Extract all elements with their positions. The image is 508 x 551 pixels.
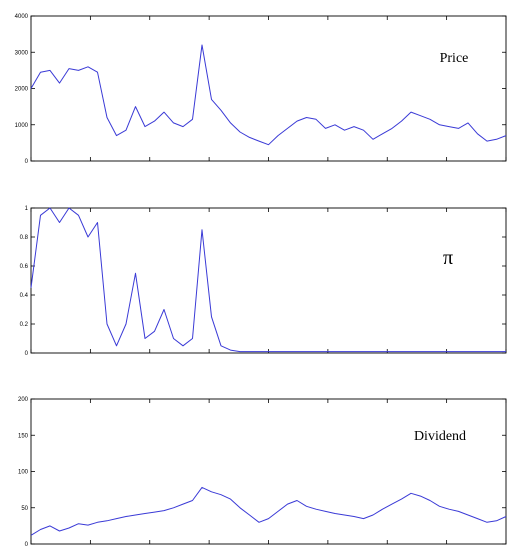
panel-label: π bbox=[443, 247, 453, 269]
y-tick-label: 0.2 bbox=[20, 322, 29, 328]
chart-panel-1: 0 1000 2000 3000 4000 Price bbox=[15, 14, 507, 165]
axes-frame bbox=[30, 207, 507, 354]
y-tick-label: 150 bbox=[18, 433, 29, 439]
y-tick-label: 2000 bbox=[15, 87, 29, 93]
y-tick-label: 0 bbox=[25, 159, 29, 165]
y-tick-label: 1000 bbox=[15, 123, 29, 129]
y-tick-label: 100 bbox=[18, 470, 29, 476]
y-tick-label: 50 bbox=[21, 506, 28, 512]
y-tick-label: 0 bbox=[25, 351, 29, 357]
panel-label: Price bbox=[440, 51, 469, 66]
y-tick-label: 3000 bbox=[15, 50, 29, 56]
series-line bbox=[30, 44, 507, 146]
chart-panel-3: 0 50 100 150 200 Dividend bbox=[18, 397, 507, 548]
series-line bbox=[30, 207, 506, 353]
y-tick-label: 200 bbox=[18, 397, 29, 403]
y-tick-label: 0.6 bbox=[20, 264, 29, 270]
y-tick-label: 0.4 bbox=[20, 293, 29, 299]
chart-panel-2: 0 0.2 0.4 0.6 0.8 1 π bbox=[20, 206, 507, 357]
y-tick-label: 4000 bbox=[15, 14, 29, 20]
y-tick-label: 0 bbox=[25, 542, 29, 548]
panel-label: Dividend bbox=[414, 429, 466, 444]
y-tick-label: 0.8 bbox=[20, 235, 29, 241]
axes-frame bbox=[30, 398, 507, 545]
y-tick-label: 1 bbox=[25, 206, 29, 212]
axes-frame bbox=[30, 15, 507, 162]
series-line bbox=[30, 486, 507, 536]
